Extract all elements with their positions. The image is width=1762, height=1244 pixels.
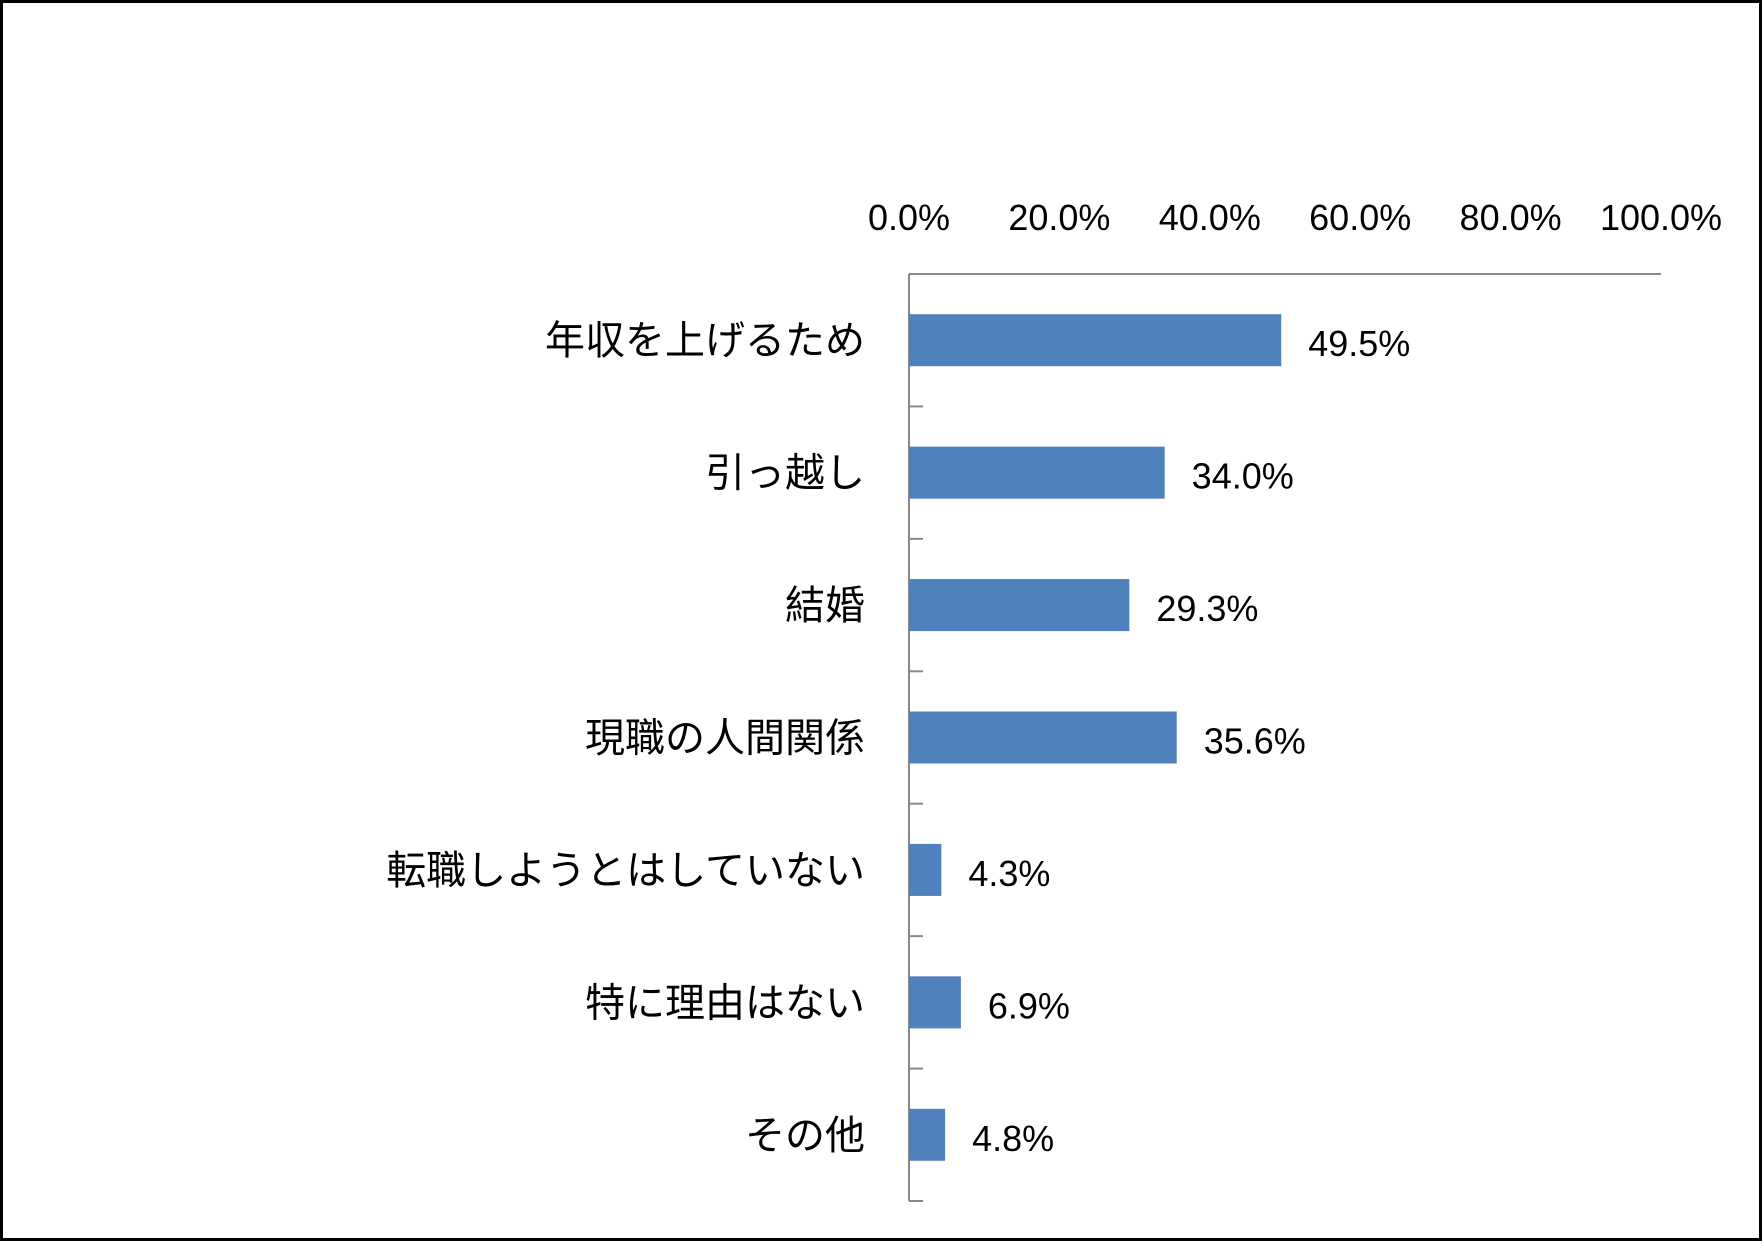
bar: [909, 711, 1177, 764]
category-label: 結婚: [785, 583, 865, 629]
data-label: 4.3%: [968, 853, 1050, 894]
bar: [909, 976, 961, 1029]
x-tick-label: 60.0%: [1309, 197, 1411, 238]
data-label: 34.0%: [1192, 456, 1294, 497]
category-label: 現職の人間関係: [585, 716, 865, 762]
bar: [909, 314, 1282, 367]
category-label: 引っ越し: [705, 451, 865, 497]
data-labels: 49.5% 34.0% 29.3% 35.6% 4.3% 6.9% 4.8%: [968, 323, 1410, 1159]
category-label: その他: [745, 1113, 865, 1159]
data-label: 49.5%: [1308, 323, 1410, 364]
category-label: 転職しようとはしていない: [386, 848, 865, 894]
data-label: 4.8%: [972, 1118, 1054, 1159]
bar-chart: 0.0% 20.0% 40.0% 60.0% 80.0% 100.0% 年収を上げるため引…: [386, 197, 1722, 1202]
x-tick-label: 40.0%: [1159, 197, 1261, 238]
bar: [909, 446, 1165, 499]
data-label: 35.6%: [1204, 721, 1306, 762]
x-tick-label: 20.0%: [1008, 197, 1110, 238]
category-label: 特に理由はない: [585, 980, 865, 1026]
x-tick-label: 100.0%: [1600, 197, 1722, 238]
category-label: 年収を上げるため: [545, 318, 865, 364]
bar: [909, 843, 942, 896]
x-axis-ticks: 0.0% 20.0% 40.0% 60.0% 80.0% 100.0%: [868, 197, 1722, 238]
data-label: 29.3%: [1156, 588, 1258, 629]
bar-series: [909, 314, 1282, 1161]
category-labels: 年収を上げるため引っ越し結婚現職の人間関係転職しようとはしていない特に理由はない…: [386, 318, 865, 1159]
bar: [909, 1108, 946, 1161]
x-tick-label: 0.0%: [868, 197, 950, 238]
data-label: 6.9%: [988, 985, 1070, 1026]
bar: [909, 579, 1130, 632]
x-tick-label: 80.0%: [1460, 197, 1562, 238]
